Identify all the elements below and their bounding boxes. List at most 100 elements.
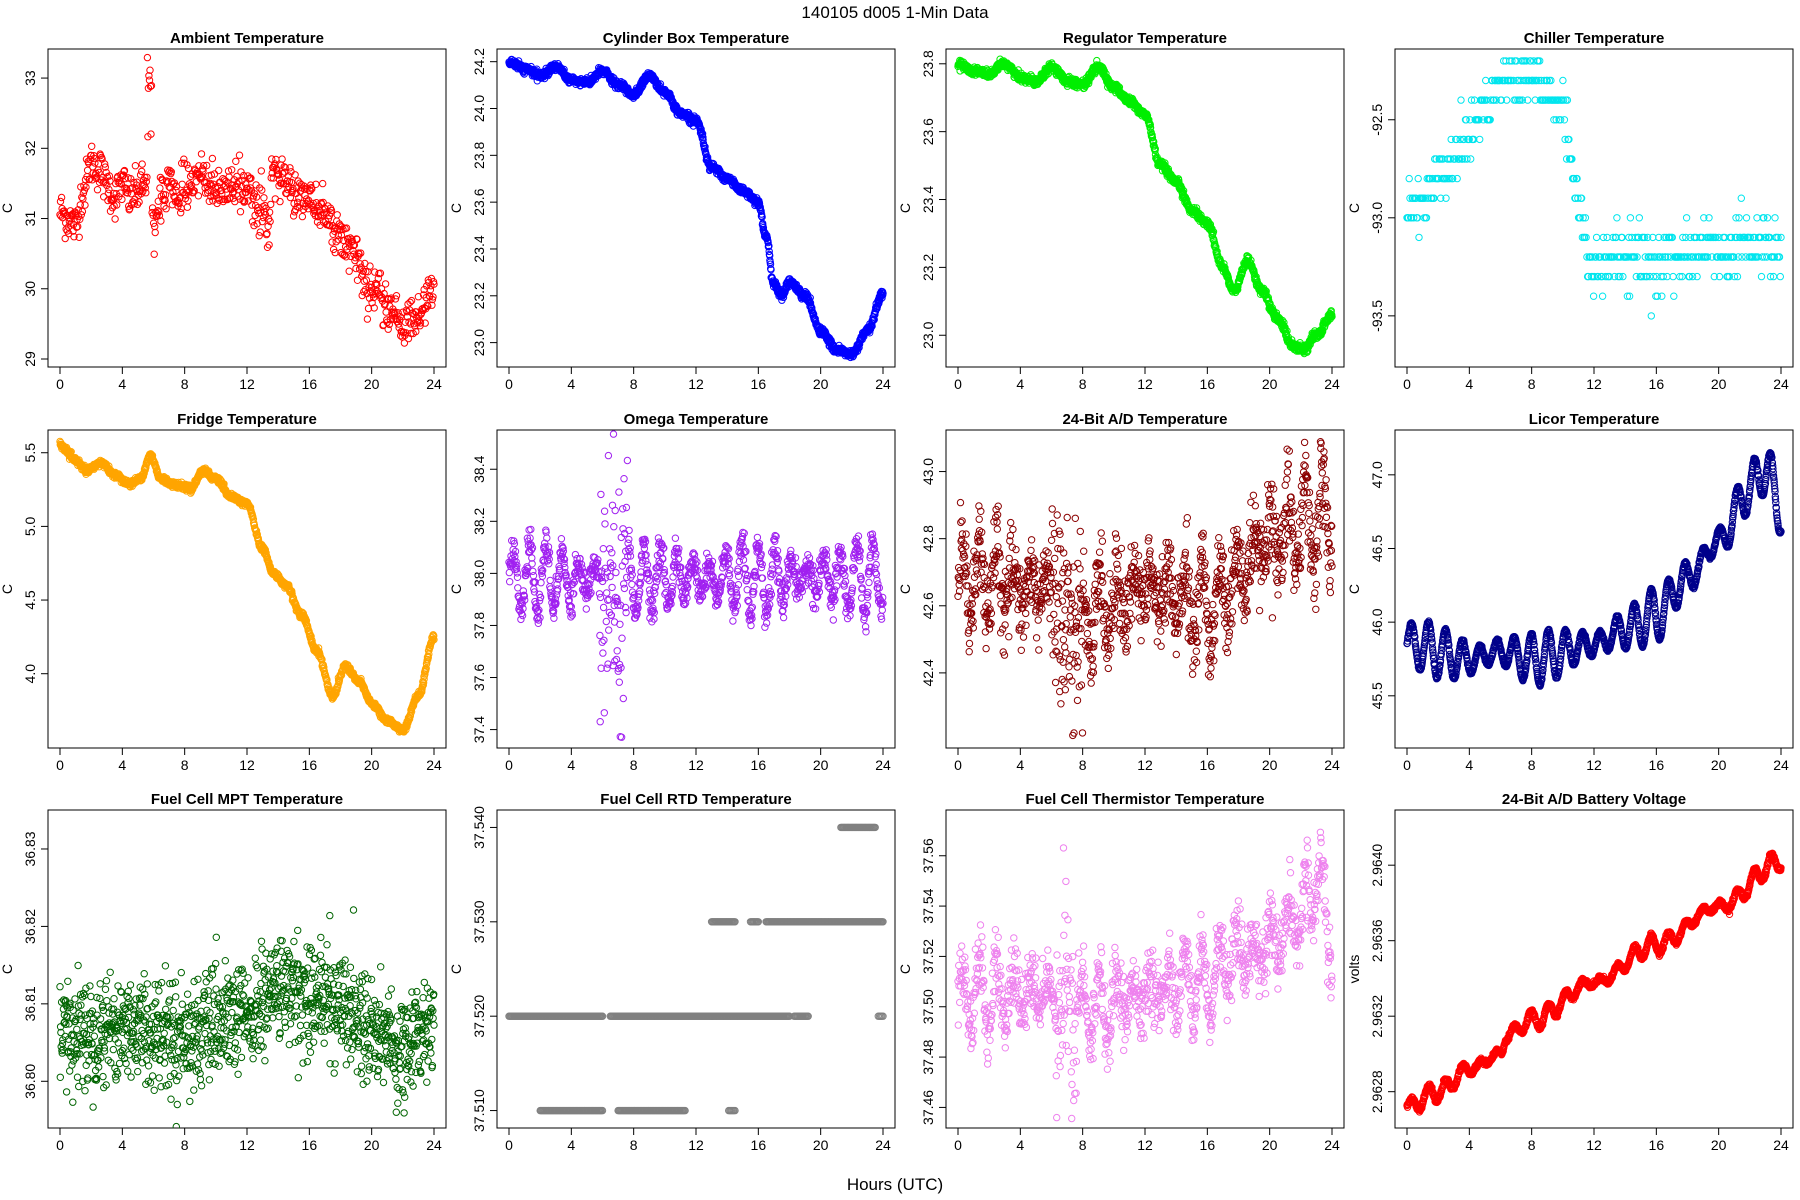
y-tick-label: 23.2	[471, 282, 487, 309]
data-point	[1649, 272, 1658, 281]
data-point	[1543, 76, 1551, 85]
data-point	[186, 182, 194, 190]
data-point	[348, 237, 356, 245]
data-point	[1492, 96, 1500, 104]
data-point	[82, 155, 91, 163]
data-point	[138, 160, 146, 168]
data-point	[155, 211, 164, 220]
x-tick-label: 20	[1711, 376, 1727, 392]
data-point	[1668, 233, 1677, 242]
x-tick-label: 0	[505, 376, 513, 392]
data-point	[767, 266, 775, 274]
data-point	[258, 217, 266, 226]
data-point	[1655, 233, 1663, 242]
data-point	[765, 247, 773, 256]
data-point	[1497, 96, 1506, 104]
data-point	[428, 301, 436, 309]
data-point	[57, 193, 66, 202]
data-point	[95, 168, 103, 177]
data-point	[183, 203, 192, 211]
data-point	[1524, 96, 1532, 104]
data-point	[809, 310, 818, 318]
x-tick-label: 16	[1200, 376, 1216, 392]
data-point	[130, 200, 139, 208]
data-point	[353, 276, 362, 284]
data-point	[1633, 253, 1641, 261]
data-point	[1151, 145, 1160, 153]
data-point	[1145, 116, 1153, 124]
data-point	[353, 235, 361, 244]
data-point	[180, 155, 188, 163]
data-point	[416, 319, 425, 327]
data-point	[1625, 292, 1634, 300]
data-point	[104, 189, 113, 197]
data-point	[825, 334, 834, 342]
data-point	[1568, 155, 1576, 163]
data-point	[93, 186, 102, 194]
data-point	[1456, 135, 1464, 144]
data-point	[147, 130, 155, 138]
data-point	[328, 238, 336, 246]
data-point	[266, 217, 274, 226]
data-point	[1653, 292, 1662, 300]
data-point	[1682, 233, 1690, 242]
data-point	[1656, 253, 1665, 261]
data-point	[394, 320, 403, 328]
data-point	[241, 197, 249, 205]
data-point	[104, 196, 112, 205]
data-point	[1771, 214, 1779, 222]
data-point	[365, 283, 373, 291]
data-point	[281, 164, 289, 172]
data-point	[333, 211, 341, 219]
data-point	[178, 159, 186, 167]
data-point	[345, 267, 353, 275]
data-point	[1637, 272, 1646, 281]
figure-title: 140105 d005 1-Min Data	[801, 3, 989, 22]
data-point	[202, 179, 210, 187]
data-point	[307, 181, 315, 189]
data-point	[143, 173, 151, 182]
data-point	[1757, 272, 1766, 281]
data-point	[376, 269, 385, 277]
y-tick-label: 4.0	[22, 664, 38, 684]
data-point	[1757, 233, 1765, 242]
x-tick-label: 16	[302, 376, 318, 392]
data-point	[1146, 123, 1155, 132]
x-tick-label: 24	[426, 376, 442, 392]
data-point	[276, 197, 284, 206]
y-tick-label: 23.4	[471, 235, 487, 262]
data-point	[802, 289, 811, 297]
data-point	[161, 196, 169, 205]
data-point	[79, 195, 87, 203]
panel-title: Fridge Temperature	[177, 411, 317, 428]
y-tick-label: 30	[22, 281, 38, 297]
data-point	[424, 302, 432, 310]
data-point	[248, 201, 256, 209]
data-point	[1565, 135, 1573, 144]
data-point	[105, 172, 114, 180]
data-point	[1453, 174, 1461, 183]
data-point	[1594, 272, 1602, 281]
data-point	[342, 253, 350, 261]
data-point	[143, 53, 152, 62]
data-point	[421, 319, 429, 327]
data-point	[697, 125, 705, 133]
data-point	[391, 295, 400, 303]
data-point	[1475, 116, 1483, 124]
data-point	[260, 194, 268, 202]
data-point	[1581, 214, 1590, 222]
data-point	[79, 189, 88, 197]
data-point	[1601, 272, 1610, 281]
data-point	[1663, 272, 1671, 281]
data-point	[1328, 312, 1336, 321]
data-point	[166, 166, 174, 175]
data-point	[265, 241, 273, 249]
data-point	[382, 308, 390, 316]
data-point	[1766, 272, 1775, 281]
data-point	[78, 207, 87, 216]
data-point	[75, 233, 83, 242]
data-point	[256, 184, 264, 192]
data-point	[157, 217, 165, 225]
data-point	[1487, 96, 1495, 104]
data-point	[135, 198, 143, 206]
